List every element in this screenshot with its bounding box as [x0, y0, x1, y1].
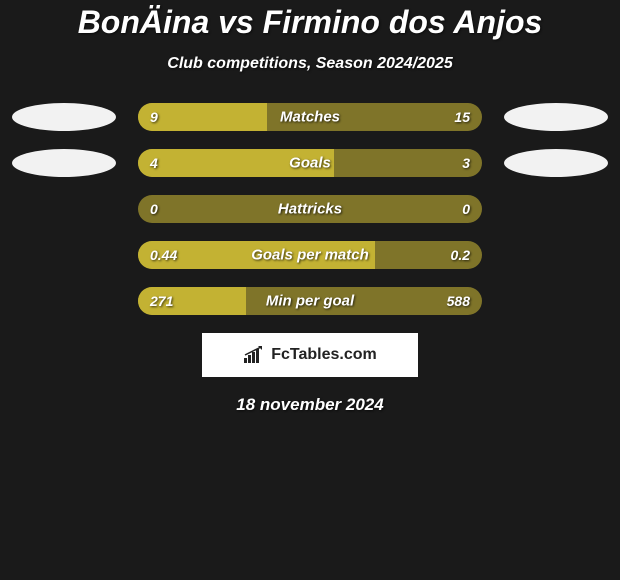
- date-text: 18 november 2024: [0, 395, 620, 415]
- player-blob-right: [504, 149, 608, 177]
- stat-label: Min per goal: [266, 293, 354, 310]
- player-blob-left: [12, 149, 116, 177]
- stat-bar: 271 588 Min per goal: [138, 287, 482, 315]
- stat-row: 4 3 Goals: [0, 149, 620, 177]
- stat-label: Hattricks: [278, 201, 342, 218]
- bar-chart-arrow-icon: [243, 346, 265, 364]
- player-blob-left: [12, 103, 116, 131]
- player-blob-right: [504, 103, 608, 131]
- stat-bar: 9 15 Matches: [138, 103, 482, 131]
- stats-comparison-card: BonÄina vs Firmino dos Anjos Club compet…: [0, 0, 620, 415]
- stat-value-left: 4: [150, 155, 158, 171]
- stat-row: 0 0 Hattricks: [0, 195, 620, 223]
- stat-value-right: 0: [462, 201, 470, 217]
- stat-row: 0.44 0.2 Goals per match: [0, 241, 620, 269]
- stat-value-right: 15: [454, 109, 470, 125]
- stat-bar: 0.44 0.2 Goals per match: [138, 241, 482, 269]
- stat-label: Matches: [280, 109, 340, 126]
- brand-text: FcTables.com: [271, 346, 377, 364]
- brand-box[interactable]: FcTables.com: [202, 333, 418, 377]
- page-title: BonÄina vs Firmino dos Anjos: [0, 4, 620, 41]
- stat-bar: 4 3 Goals: [138, 149, 482, 177]
- stat-bar: 0 0 Hattricks: [138, 195, 482, 223]
- stat-label: Goals: [289, 155, 331, 172]
- stat-value-right: 3: [462, 155, 470, 171]
- stat-value-right: 0.2: [451, 247, 470, 263]
- stat-row: 9 15 Matches: [0, 103, 620, 131]
- stat-value-left: 0: [150, 201, 158, 217]
- stat-value-right: 588: [447, 293, 470, 309]
- stat-value-left: 271: [150, 293, 173, 309]
- stat-value-left: 0.44: [150, 247, 177, 263]
- stat-rows: 9 15 Matches 4 3 Goals 0 0 Hattricks 0.44 0.2 Goals…: [0, 103, 620, 315]
- stat-label: Goals per match: [251, 247, 369, 264]
- stat-row: 271 588 Min per goal: [0, 287, 620, 315]
- stat-value-left: 9: [150, 109, 158, 125]
- subtitle: Club competitions, Season 2024/2025: [0, 55, 620, 73]
